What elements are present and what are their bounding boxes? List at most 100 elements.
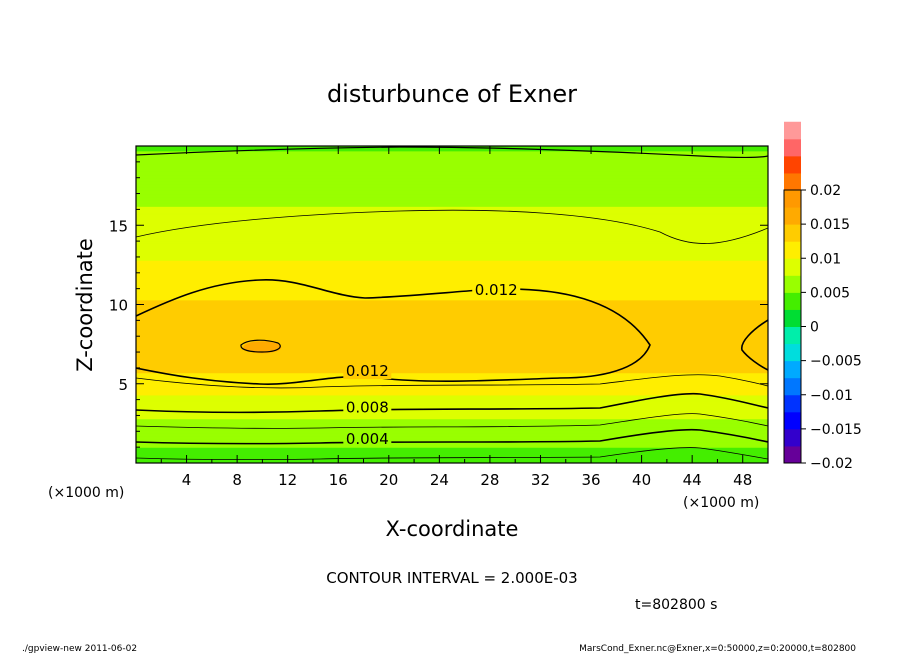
- time-label: t=802800 s: [635, 597, 717, 613]
- contour-band: [136, 285, 768, 288]
- contour-band: [136, 274, 768, 277]
- contour-band: [136, 364, 768, 367]
- contour-band: [136, 184, 768, 187]
- colorbar: [784, 121, 801, 464]
- contour-band: [136, 329, 768, 333]
- contour-band: [136, 220, 768, 223]
- x-tick-label: 24: [430, 471, 449, 489]
- contour-band: [136, 218, 768, 222]
- contour-band: [136, 348, 768, 352]
- contour-band: [136, 149, 768, 152]
- contour-band: [136, 233, 768, 236]
- contour-band: [136, 199, 768, 203]
- contour-band: [136, 252, 768, 255]
- contour-band: [136, 429, 768, 432]
- contour-label-bg: [472, 280, 521, 299]
- contour-band: [136, 147, 768, 150]
- colorbar-swatch: [784, 377, 801, 396]
- contour-band: [136, 432, 768, 436]
- contour-band: [136, 344, 768, 347]
- contour-band: [136, 443, 768, 447]
- colorbar-swatch: [784, 428, 801, 447]
- contour-band: [136, 375, 768, 379]
- contour-band: [136, 163, 768, 166]
- contour-label: 0.012: [475, 281, 518, 299]
- contour-band: [136, 253, 768, 256]
- x-tick-label: 4: [182, 471, 192, 489]
- contour-band: [136, 359, 768, 363]
- colorbar-swatch: [784, 445, 801, 464]
- contour-band: [136, 394, 768, 398]
- contour-band: [136, 204, 768, 207]
- contour-band: [136, 333, 768, 336]
- contour-label: 0.012: [346, 362, 389, 380]
- contour-line-0.008: [136, 392, 768, 414]
- contour-band: [136, 374, 768, 377]
- contour-band: [136, 269, 768, 272]
- contour-band: [136, 210, 768, 214]
- contour-band: [136, 423, 768, 426]
- x-tick-label: 32: [531, 471, 550, 489]
- contour-band: [136, 244, 768, 247]
- contour-labels: 0.012 0.012 0.008 0.004: [343, 280, 521, 448]
- contour-band: [136, 177, 768, 180]
- contour-band: [136, 459, 768, 463]
- contour-band: [136, 451, 768, 455]
- contour-label-bg: [343, 361, 392, 380]
- contour-band: [136, 212, 768, 215]
- contour-band: [136, 314, 768, 317]
- colorbar-swatch: [784, 411, 801, 430]
- colorbar-swatch: [784, 275, 801, 293]
- contour-band: [136, 230, 768, 233]
- contour-label-bg: [343, 429, 392, 448]
- contour-band: [136, 413, 768, 417]
- contour-band: [136, 301, 768, 304]
- colorbar-tick-label: 0: [810, 320, 819, 336]
- contour-band: [136, 258, 768, 261]
- contour-band: [136, 261, 768, 264]
- x-tick-label: 8: [232, 471, 242, 489]
- contour-band: [136, 450, 768, 453]
- contour-band: [136, 371, 768, 374]
- contour-band: [136, 168, 768, 171]
- contour-band: [136, 328, 768, 331]
- contour-band: [136, 312, 768, 315]
- contour-band: [136, 458, 768, 461]
- contour-band: [136, 404, 768, 407]
- contour-label-bg: [343, 397, 392, 416]
- colorbar-swatch: [784, 394, 801, 413]
- contour-band: [136, 323, 768, 326]
- contour-band: [136, 255, 768, 258]
- contour-fill: [136, 146, 768, 463]
- contour-band: [136, 152, 768, 155]
- contour-line-0.012-outer: [136, 279, 651, 385]
- contour-band: [136, 155, 768, 158]
- contour-band: [136, 217, 768, 220]
- contour-band: [136, 264, 768, 268]
- contour-band: [136, 399, 768, 402]
- contour-line-max: [240, 339, 281, 353]
- contour-band: [136, 250, 768, 253]
- contour-band: [136, 228, 768, 231]
- x-tick-label: 44: [683, 471, 702, 489]
- contour-band: [136, 307, 768, 310]
- contour-band: [136, 226, 768, 230]
- contour-lines: [136, 146, 768, 461]
- contour-band: [136, 455, 768, 458]
- contour-band: [136, 165, 768, 168]
- contour-band: [136, 256, 768, 260]
- contour-band: [136, 277, 768, 280]
- contour-band: [136, 287, 768, 290]
- contour-band: [136, 190, 768, 193]
- x-tick-label: 48: [733, 471, 752, 489]
- contour-band: [136, 334, 768, 337]
- contour-band: [136, 385, 768, 388]
- contour-band: [136, 185, 768, 188]
- contour-band: [136, 358, 768, 361]
- contour-band: [136, 304, 768, 307]
- contour-band: [136, 447, 768, 450]
- colorbar-swatch: [784, 155, 801, 174]
- x-tick-label: 40: [632, 471, 651, 489]
- max-region: [243, 341, 282, 354]
- contour-band: [136, 206, 768, 209]
